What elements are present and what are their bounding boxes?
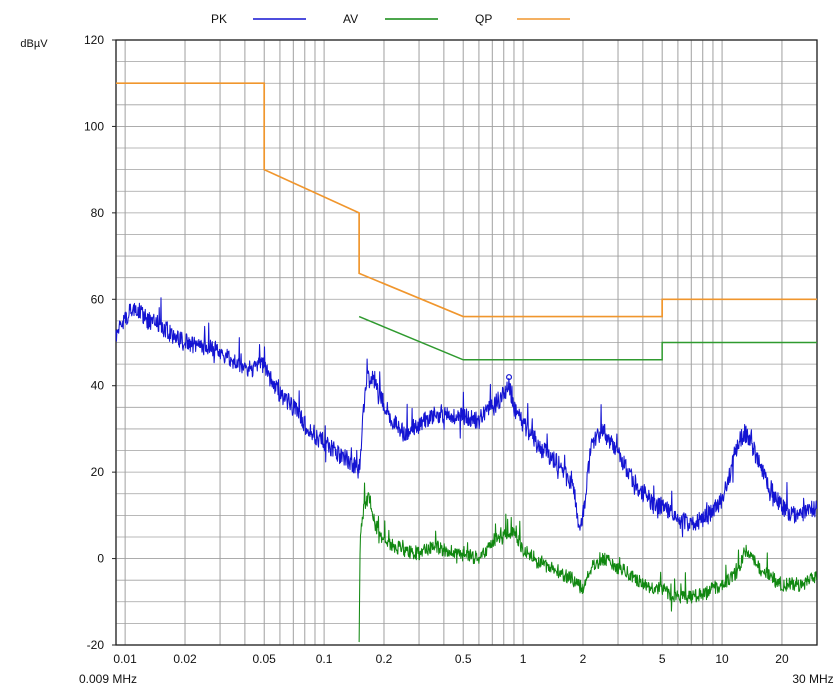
y-tick-label: 100 [84, 119, 104, 133]
x-edge-label-right: 30 MHz [792, 672, 833, 686]
legend-label-pk: PK [211, 12, 227, 26]
x-tick-label: 0.02 [173, 652, 197, 666]
y-tick-label: 40 [91, 379, 105, 393]
peak-marker [506, 374, 513, 381]
y-tick-label: 120 [84, 33, 104, 47]
legend-label-av: AV [343, 12, 358, 26]
x-edge-label-left: 0.009 MHz [79, 672, 137, 686]
x-tick-label: 0.2 [376, 652, 393, 666]
x-tick-label: 10 [715, 652, 729, 666]
x-tick-label: 1 [520, 652, 527, 666]
y-tick-label: -20 [87, 638, 105, 652]
x-tick-label: 2 [580, 652, 587, 666]
x-tick-label: 0.1 [316, 652, 333, 666]
y-tick-label: 20 [91, 465, 105, 479]
x-tick-label: 5 [659, 652, 666, 666]
x-tick-label: 0.05 [253, 652, 277, 666]
series-pk [115, 297, 818, 538]
series-limit-3 [358, 315, 817, 361]
x-tick-label: 0.5 [455, 652, 472, 666]
y-tick-label: 60 [91, 292, 105, 306]
x-tick-label: 0.01 [113, 652, 137, 666]
series-qp [116, 82, 817, 318]
y-tick-label: 0 [97, 552, 104, 566]
x-tick-label: 20 [775, 652, 789, 666]
series-av [358, 482, 818, 643]
legend-label-qp: QP [475, 12, 492, 26]
y-unit-label: dBµV [20, 38, 48, 50]
y-tick-label: 80 [91, 206, 105, 220]
